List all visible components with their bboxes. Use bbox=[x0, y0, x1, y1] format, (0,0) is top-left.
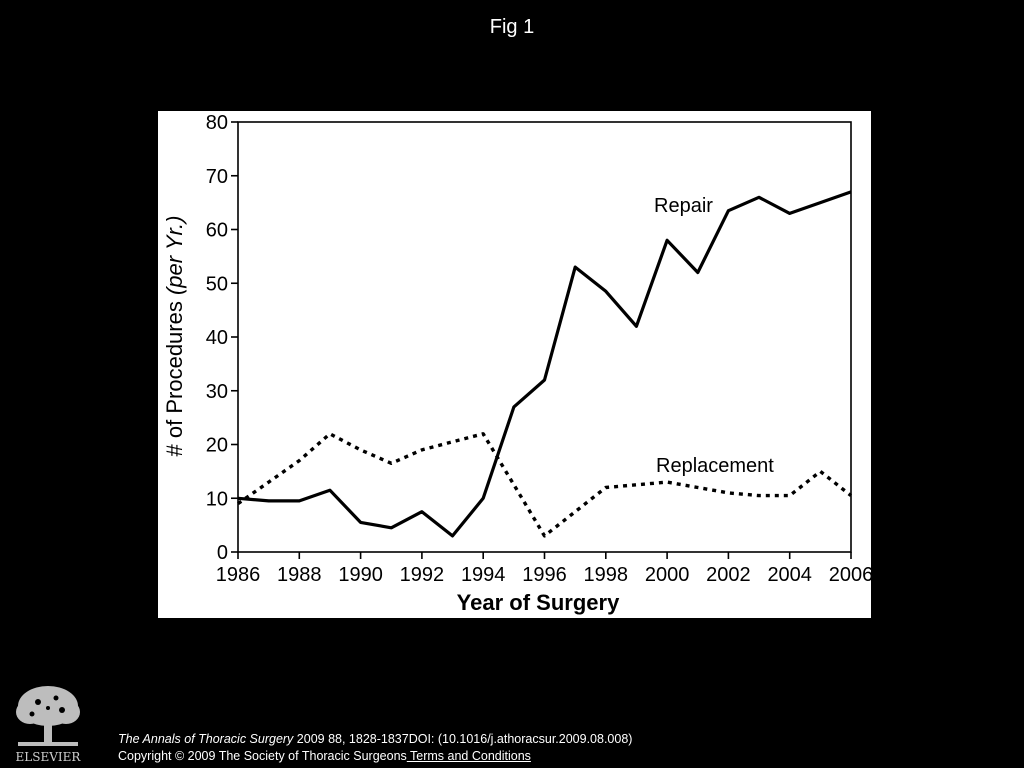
slide-title: Fig 1 bbox=[489, 16, 535, 38]
x-tick-label: 1996 bbox=[522, 564, 567, 586]
x-tick-label: 1988 bbox=[277, 564, 322, 586]
y-axis-title-unit: (per Yr.) bbox=[162, 216, 187, 295]
line-chart: 0 10 20 30 40 50 60 70 80 1986 1988 1990 1992 1994 199… bbox=[162, 112, 871, 615]
x-tick-label: 2004 bbox=[767, 564, 812, 586]
plot-frame bbox=[237, 121, 852, 553]
y-tick-label: 70 bbox=[206, 166, 228, 188]
x-tick-label: 1990 bbox=[338, 564, 383, 586]
y-tick-label: 40 bbox=[206, 327, 228, 349]
svg-text:ELSEVIER: ELSEVIER bbox=[16, 750, 82, 764]
y-tick-label: 20 bbox=[206, 435, 228, 457]
y-tick-label: 50 bbox=[206, 273, 228, 295]
x-axis-title: Year of Surgery bbox=[457, 590, 620, 615]
y-axis-title: # of Procedures (per Yr.) bbox=[162, 216, 187, 457]
y-tick-label: 10 bbox=[206, 488, 228, 510]
y-tick-label: 80 bbox=[206, 112, 228, 134]
x-tick-label: 1992 bbox=[400, 564, 445, 586]
series-label-repair: Repair bbox=[654, 195, 713, 217]
x-tick-label: 1994 bbox=[461, 564, 506, 586]
x-tick-label: 1986 bbox=[216, 564, 261, 586]
series-line-replacement bbox=[237, 432, 853, 538]
series-line-repair bbox=[237, 190, 852, 538]
citation-block: The Annals of Thoracic Surgery 2009 88, … bbox=[118, 731, 632, 765]
x-tick-label: 2000 bbox=[645, 564, 690, 586]
citation-line: The Annals of Thoracic Surgery 2009 88, … bbox=[118, 731, 632, 748]
figure-panel: 0 10 20 30 40 50 60 70 80 1986 1988 1990 1992 1994 199… bbox=[158, 111, 871, 618]
y-axis-title-main: # of Procedures bbox=[162, 295, 187, 456]
journal-name: The Annals of Thoracic Surgery bbox=[118, 732, 294, 746]
y-tick-label: 30 bbox=[206, 381, 228, 403]
copyright-text: Copyright © 2009 The Society of Thoracic… bbox=[118, 749, 407, 763]
y-tick-label: 60 bbox=[206, 220, 228, 242]
elsevier-logo: ELSEVIER bbox=[10, 682, 86, 764]
citation-details: 2009 88, 1828-1837DOI: (10.1016/j.athora… bbox=[293, 732, 633, 746]
y-tick-label: 0 bbox=[217, 542, 228, 564]
series-label-replacement: Replacement bbox=[656, 455, 774, 477]
x-tick-label: 2002 bbox=[706, 564, 751, 586]
x-tick-label: 1998 bbox=[584, 564, 629, 586]
x-tick-label: 2006 bbox=[829, 564, 871, 586]
copyright-line: Copyright © 2009 The Society of Thoracic… bbox=[118, 748, 632, 765]
terms-link[interactable]: Terms and Conditions bbox=[406, 749, 531, 763]
